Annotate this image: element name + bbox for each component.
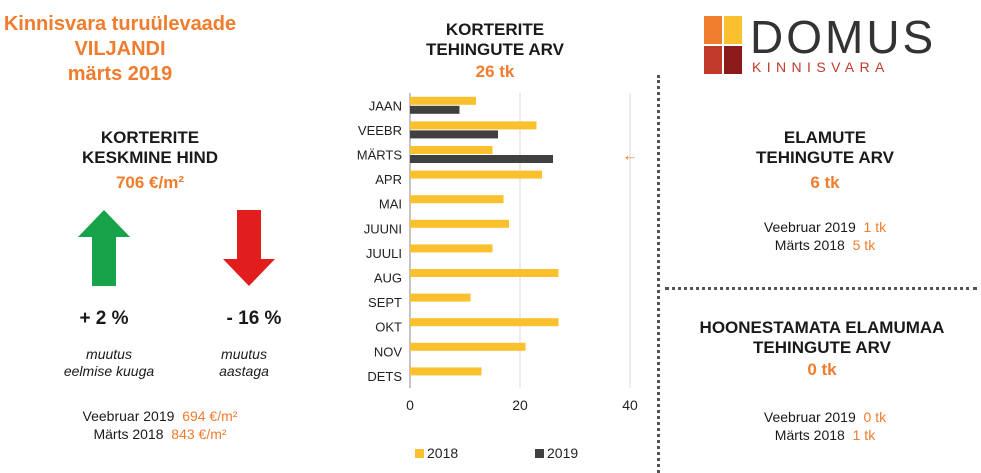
avg-price-title-line2: KESKMINE HIND [81,148,218,167]
compare1-label: Veebruar 2019 [82,408,175,424]
yearly-change-note: muutus aastaga [184,346,304,380]
category-label: OKT [375,320,402,335]
category-label: MÄRTS [357,148,403,163]
category-label: JUULI [366,246,402,261]
houses-compare: Veebruar 2019 1 tk Märts 2018 5 tk [700,218,950,254]
compare2-label: Märts 2018 [93,426,164,442]
avg-price-title-line1: KORTERITE [100,128,200,147]
houses-compare1-label: Veebruar 2019 [763,219,856,235]
x-tick-label: 0 [406,397,414,413]
avg-price-title: KORTERITE KESKMINE HIND [50,128,250,168]
bar-2018-jaan [410,96,476,105]
monthly-note-line2: eelmise kuuga [63,363,155,379]
houses-compare2-value: 5 tk [852,237,876,253]
legend-swatch-2019 [535,449,544,458]
x-tick-label: 20 [512,397,528,413]
houses-compare1-value: 1 tk [863,219,887,235]
category-label: DETS [367,369,402,384]
apartment-tx-chart: 0 20 40 JAAN VEEBR MÄRTS ← APR MAI JUUNI JUULI AUG S… [357,93,638,461]
houses-compare-row2: Märts 2018 5 tk [700,236,950,254]
land-title-line2: TEHINGUTE ARV [753,338,891,357]
logo-sub: KINNISVARA [752,59,890,75]
bar-2018-nov [410,342,526,351]
highlight-arrow-icon: ← [622,148,638,165]
category-label: MAI [379,197,402,212]
yearly-note-line2: aastaga [219,363,269,379]
land-compare2-label: Märts 2018 [774,427,845,443]
category-label: APR [375,172,402,187]
land-value: 0 tk [807,360,837,379]
up-arrow-icon [78,210,130,286]
domus-logo: DOMUS KINNISVARA [704,11,954,76]
land-compare-row1: Veebruar 2019 0 tk [700,408,950,426]
land-compare1-value: 0 tk [863,409,887,425]
bar-2018-juuni [410,219,509,228]
houses-title-line2: TEHINGUTE ARV [756,148,894,167]
apartment-tx-title-line2: TEHINGUTE ARV [426,40,564,59]
apartment-tx-title-line1: KORTERITE [445,20,545,39]
title-line2: VILJANDI [74,38,166,60]
bar-2018-sept [410,293,471,302]
bar-2018-okt [410,318,559,327]
x-tick-label: 40 [622,397,638,413]
compare1-value: 694 €/m² [182,408,238,424]
houses-title: ELAMUTE TEHINGUTE ARV [700,128,950,168]
avg-price-compare-row1: Veebruar 2019 694 €/m² [40,407,280,425]
bar-2018-märts [410,146,493,154]
legend-label-2019: 2019 [547,445,578,461]
avg-price-value: 706 €/m² [115,173,185,192]
houses-title-line1: ELAMUTE [783,128,867,147]
down-arrow-icon [223,210,275,286]
yearly-change: - 16 % [226,308,282,329]
monthly-change: + 2 % [79,308,129,329]
avg-price-compare-row2: Märts 2018 843 €/m² [40,425,280,443]
bar-2018-veebr [410,121,537,130]
avg-price-compare: Veebruar 2019 694 €/m² Märts 2018 843 €/… [40,407,280,443]
legend-swatch-2018 [415,449,424,458]
horizontal-divider [665,287,977,290]
land-compare-row2: Märts 2018 1 tk [700,426,950,444]
bar-2018-dets [410,367,482,376]
bar-2018-apr [410,170,542,179]
category-label: JUUNI [364,221,402,236]
monthly-note-line1: muutus [86,346,132,362]
monthly-change-note: muutus eelmise kuuga [44,346,174,380]
land-compare2-value: 1 tk [852,427,876,443]
legend-label-2018: 2018 [427,445,458,461]
apartment-tx-value: 26 tk [475,62,515,81]
land-compare1-label: Veebruar 2019 [763,409,856,425]
bar-2019-jaan [410,105,460,114]
category-label: SEPT [368,295,402,310]
bar-2018-mai [410,195,504,204]
vertical-divider [657,75,660,473]
yearly-note-line1: muutus [221,346,267,362]
houses-compare2-label: Märts 2018 [774,237,845,253]
bar-2019-veebr [410,130,498,139]
houses-compare-row1: Veebruar 2019 1 tk [700,218,950,236]
category-label: NOV [374,344,403,359]
land-compare: Veebruar 2019 0 tk Märts 2018 1 tk [700,408,950,444]
title-line1: Kinnisvara turuülevaade [3,13,237,35]
apartment-tx-title: KORTERITE TEHINGUTE ARV [395,20,595,60]
category-label: JAAN [369,98,402,113]
report-title: Kinnisvara turuülevaade VILJANDI märts 2… [0,12,240,87]
bar-2018-juuli [410,244,493,253]
title-line3: märts 2019 [67,63,173,85]
category-label: AUG [374,271,402,286]
logo-mark-icon [704,16,742,74]
bar-2018-aug [410,269,559,277]
logo-name: DOMUS [750,11,937,63]
land-title-line1: HOONESTAMATA ELAMUMAA [699,318,945,337]
compare2-value: 843 €/m² [171,426,227,442]
bar-2019-märts [410,155,553,163]
houses-value: 6 tk [810,173,840,192]
category-label: VEEBR [358,123,402,138]
land-title: HOONESTAMATA ELAMUMAA TEHINGUTE ARV [672,318,972,358]
